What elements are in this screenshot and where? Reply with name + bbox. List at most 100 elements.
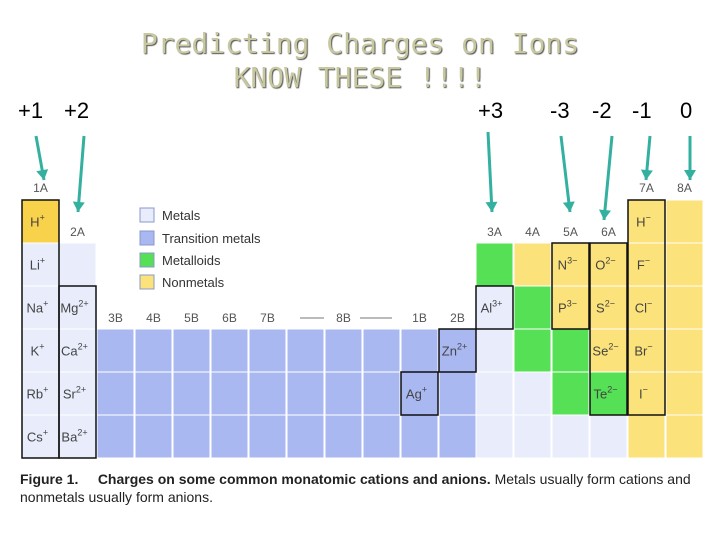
cell-g17-r6 [627,414,666,459]
cell-tm-9-4 [362,371,401,416]
cell-g15-r5 [551,371,590,416]
charge-label-zero: 0 [680,98,693,123]
legend-swatch-0 [139,207,155,223]
ion-Zn: Zn2+ [442,342,467,359]
arrow-plus2-head [72,201,85,212]
ion-S: S2− [596,299,615,316]
ion-Mg: Mg2+ [60,299,88,316]
group-label-g5: 5B [184,311,199,325]
cell-tm-11-5 [438,414,477,459]
cell-g17-r4 [627,328,666,373]
arrow-minus3 [559,135,572,213]
cell-tm-2-5 [96,414,135,459]
ion-Ag: Ag+ [406,385,427,402]
group-label-g3: 3B [108,311,123,325]
arrow-zero-head [684,170,696,180]
charge-label-minus3: -3 [550,98,570,123]
group-label-g4: 4B [146,311,161,325]
cell-g2-r5 [58,371,97,416]
outline-group-2 [58,285,97,459]
legend-label-3: Nonmetals [162,275,225,290]
group-label-g7: 7B [260,311,275,325]
cell-tm-4-3 [172,328,211,373]
ion-F: F− [637,256,650,273]
cell-g2-r3 [58,285,97,330]
ion-Ba: Ba2+ [61,428,87,445]
title-line-2: KNOW THESE !!!! [233,61,487,94]
cell-g15-r6 [551,414,590,459]
cell-g16-r2 [589,242,628,287]
ion-Al: Al3+ [481,299,503,316]
cell-tm-5-5 [210,414,249,459]
ion-P: P3− [558,299,577,316]
outline-ag [400,371,439,416]
outline-group-17 [627,199,666,416]
legend-label-0: Metals [162,208,201,223]
group-label-g18: 8A [677,181,692,195]
group-label-g13: 3A [487,225,502,239]
group-label-g1: 1A [33,181,48,195]
arrow-plus2 [76,135,86,213]
ion-H-plus: H+ [30,213,45,230]
cell-g13-r4 [475,328,514,373]
group-label-g15: 5A [563,225,578,239]
ion-I: I− [639,385,648,402]
cell-tm-10-5 [400,414,439,459]
cell-g16-r4 [589,328,628,373]
cell-g18-r5 [665,371,704,416]
arrow-minus2-head [598,209,611,220]
caption-title: Charges on some common monatomic cations… [97,471,491,487]
cell-g13-r2 [475,242,514,287]
legend-label-2: Metalloids [162,253,221,268]
cell-g18-r3 [665,285,704,330]
cell-tm-6-5 [248,414,287,459]
group-label-g14: 4A [525,225,540,239]
arrow-minus1-head [640,169,653,180]
outline-group-15 [551,242,590,330]
ion-Se: Se2− [592,342,618,359]
outline-zn [438,328,477,373]
ion-Br: Br− [634,342,652,359]
group-label-g17: 7A [639,181,654,195]
arrow-plus3-head [485,201,498,212]
outline-al [475,285,514,330]
caption-rest: Metals usually form cations and nonmetal… [20,471,691,505]
cell-g14-r2 [513,242,552,287]
cell-tm-5-4 [210,371,249,416]
arrow-minus3-head [562,201,575,212]
cell-g1-r5 [21,371,60,416]
cell-tm-5-3 [210,328,249,373]
cell-g18-r1 [665,199,704,244]
charge-label-minus2: -2 [592,98,612,123]
cell-tm-8-4 [324,371,363,416]
group-label-g6: 6B [222,311,237,325]
cell-tm-4-4 [172,371,211,416]
cell-tm-9-5 [362,414,401,459]
cell-g18-r4 [665,328,704,373]
legend-label-1: Transition metals [162,231,261,246]
cell-tm-7-4 [286,371,325,416]
cell-g15-r3 [551,285,590,330]
cell-tm-3-5 [134,414,173,459]
cell-tm-4-5 [172,414,211,459]
ion-Te: Te2− [594,385,618,402]
ion-Li: Li+ [30,256,45,273]
title-line-1: Predicting Charges on Ions [140,27,580,60]
arrow-plus1-head [36,169,49,180]
cell-g18-r2 [665,242,704,287]
ion-Sr: Sr2+ [63,385,86,402]
ion-Cs: Cs+ [27,428,48,445]
cell-g16-r6 [589,414,628,459]
legend-swatch-3 [139,274,155,290]
cell-tm-2-4 [96,371,135,416]
legend-swatch-1 [139,230,155,246]
figure-caption: Figure 1. Charges on some common monatom… [20,470,710,506]
ion-O: O2− [595,256,615,273]
cell-g13-r5 [475,371,514,416]
cell-g14-r6 [513,414,552,459]
cell-tm-9-3 [362,328,401,373]
cell-tm-6-4 [248,371,287,416]
arrow-minus2 [602,135,614,221]
cell-tm-10-3 [400,328,439,373]
